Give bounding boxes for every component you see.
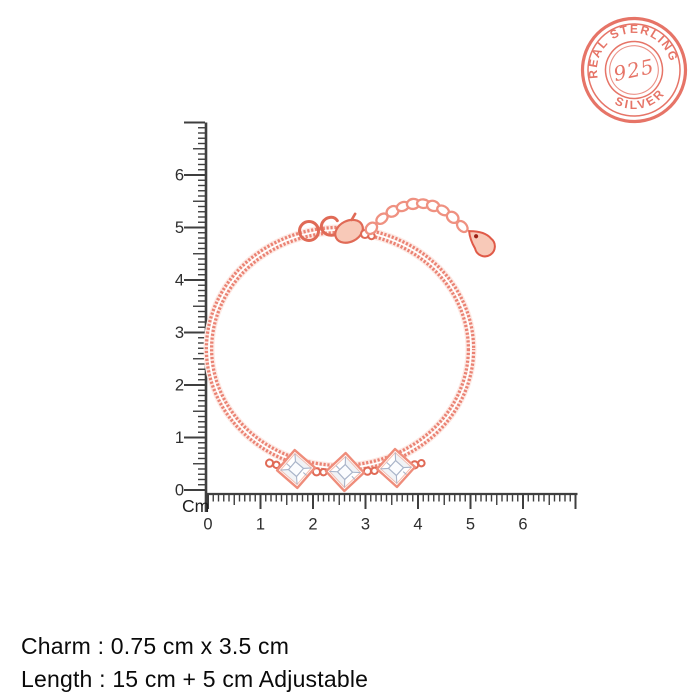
tag-drop (468, 230, 496, 258)
vertical-ruler-label: 1 (175, 429, 184, 447)
extension-chain-link (455, 219, 469, 234)
vertical-ruler: 0 1 2 3 4 5 6 (175, 121, 208, 512)
horizontal-ruler-label: 1 (256, 516, 265, 534)
charm-connector-link (362, 466, 379, 476)
clasp-body (334, 218, 364, 244)
vertical-ruler-label: 2 (175, 377, 184, 395)
lobster-clasp (319, 212, 364, 244)
length-text: Length : 15 cm + 5 cm Adjustable (21, 666, 369, 692)
vertical-ruler-label: 3 (175, 324, 184, 342)
charm-dimensions-text: Charm : 0.75 cm x 3.5 cm (21, 633, 290, 659)
crystal-charm (324, 451, 366, 493)
stamp-925-text: 925 (611, 54, 656, 86)
vertical-ruler-label: 4 (175, 272, 184, 290)
horizontal-ruler-label: 6 (518, 516, 527, 534)
ruler-unit-label: Cm (182, 496, 209, 516)
vertical-ruler-label: 5 (175, 219, 184, 237)
brand-tag (468, 230, 496, 258)
product-specs: Charm : 0.75 cm x 3.5 cm Length : 15 cm … (21, 630, 368, 696)
horizontal-ruler-label: 0 (203, 516, 212, 534)
horizontal-ruler-label: 4 (413, 516, 422, 534)
horizontal-ruler: 0 1 2 3 4 5 6 Cm (182, 492, 578, 534)
crystal-charm (275, 448, 317, 490)
vertical-ruler-label: 6 (175, 167, 184, 185)
horizontal-ruler-label: 2 (308, 516, 317, 534)
horizontal-ruler-label: 5 (466, 516, 475, 534)
clasp-hook (319, 215, 339, 237)
bracelet (203, 197, 496, 493)
vertical-ruler-label: 0 (175, 482, 184, 500)
clasp-jump-ring (298, 220, 320, 242)
charm-connector-link (265, 458, 281, 470)
tag-hole (473, 234, 479, 239)
horizontal-ruler-label: 3 (361, 516, 370, 534)
extension-chain-link (364, 221, 379, 236)
extension-chain (364, 197, 469, 236)
crystal-charm (375, 447, 417, 489)
clasp-trigger (350, 212, 357, 222)
